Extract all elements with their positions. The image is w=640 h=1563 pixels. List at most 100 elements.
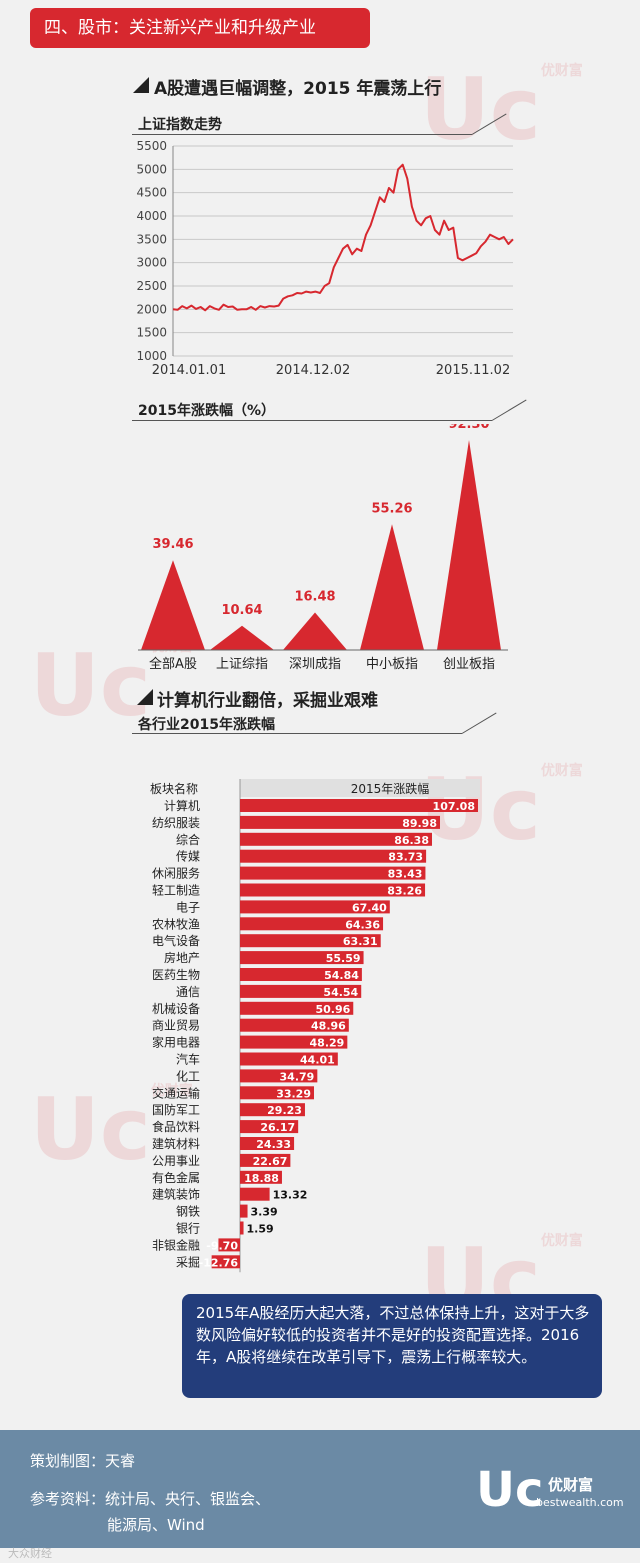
- industry-name: 轻工制造: [152, 884, 200, 898]
- industry-name: 农林牧渔: [152, 917, 200, 931]
- industry-bar: [240, 951, 364, 965]
- industry-name: 综合: [176, 832, 200, 847]
- industry-bar: [240, 1187, 270, 1201]
- industry-bar: [240, 1204, 248, 1218]
- industry-name: 有色金属: [152, 1170, 200, 1185]
- summary-note: 2015年A股经历大起大落，不过总体保持上升，这对于大多数风险偏好较低的投资者并…: [182, 1294, 602, 1398]
- industry-value-label: 67.40: [352, 901, 387, 914]
- industry-value-label: 44.01: [300, 1054, 335, 1067]
- image-credit: 大众财经: [8, 1547, 52, 1560]
- watermark-logo: Uc优财富: [30, 636, 193, 736]
- industry-value-label: 83.73: [388, 851, 423, 864]
- summary-text: 2015年A股经历大起大落，不过总体保持上升，这对于大多数风险偏好较低的投资者并…: [196, 1304, 590, 1366]
- industry-name: 采掘: [176, 1254, 200, 1269]
- industry-name: 纺织服装: [152, 816, 200, 830]
- watermark-logo: Uc优财富: [30, 1080, 193, 1180]
- industry-name: 电气设备: [152, 933, 200, 948]
- y-tick-label: 2500: [136, 279, 167, 293]
- index-value-label: 16.48: [294, 590, 335, 605]
- header-band: [240, 779, 480, 797]
- industry-bar: [240, 934, 381, 948]
- x-tick-label: 2014.12.02: [276, 363, 350, 378]
- industry-name: 通信: [176, 985, 200, 999]
- heading-market: A股遭遇巨幅调整，2015 年震荡上行: [154, 79, 442, 99]
- industry-value-label: 18.88: [244, 1172, 279, 1185]
- industry-name: 钢铁: [176, 1205, 200, 1219]
- industry-name: 汽车: [176, 1052, 200, 1067]
- index-category-label: 深圳成指: [289, 657, 341, 672]
- y-tick-label: 2000: [136, 302, 167, 316]
- industry-value-label: 83.43: [388, 868, 423, 881]
- index-triangle: [360, 524, 424, 650]
- column-header: 板块名称: [150, 781, 198, 796]
- industry-value-label: 54.54: [323, 986, 358, 999]
- industry-value-label: 54.84: [324, 969, 359, 982]
- index-value-label: 92.30: [448, 424, 489, 432]
- industry-bar: [240, 799, 478, 812]
- industry-name: 家用电器: [152, 1035, 200, 1050]
- industry-bar: [240, 866, 426, 880]
- industry-name: 建筑装饰: [152, 1187, 200, 1202]
- industry-value-label: 86.38: [394, 834, 429, 847]
- section-title: 四、股市：关注新兴产业和升级产业: [44, 18, 316, 38]
- heading-marker-icon: [133, 77, 149, 93]
- industry-bar: [240, 883, 426, 897]
- industry-bar: [240, 1052, 338, 1066]
- title-underline-slant: [491, 399, 527, 421]
- industry-bar: [240, 1170, 282, 1184]
- index-triangle: [210, 625, 274, 650]
- industry-bar: [240, 917, 384, 931]
- brand-logo-icon: Uc: [476, 1462, 544, 1518]
- section-banner: 四、股市：关注新兴产业和升级产业: [30, 8, 370, 48]
- line-chart-title: 上证指数走势: [138, 117, 222, 133]
- x-tick-label: 2014.01.01: [152, 363, 226, 378]
- industry-bar: [240, 900, 390, 914]
- index-triangle: [283, 612, 347, 650]
- industry-value-label: 48.29: [310, 1037, 345, 1050]
- industry-value-label: 107.08: [433, 800, 475, 813]
- industry-value-label: 34.79: [280, 1070, 315, 1083]
- heading-marker-icon: [137, 689, 153, 705]
- y-tick-label: 4500: [136, 186, 167, 200]
- industry-bar: [240, 968, 362, 981]
- sources-line: 参考资料：统计局、央行、银监会、: [30, 1490, 271, 1508]
- industry-bar: [240, 849, 427, 863]
- industry-value-label: 26.17: [260, 1121, 295, 1134]
- industry-name: 非银金融: [152, 1237, 200, 1252]
- industry-bar: [240, 1120, 299, 1134]
- column-header: 2015年涨跌幅: [351, 781, 430, 796]
- industry-name: 传媒: [176, 849, 200, 864]
- industry-bar: [240, 1137, 295, 1150]
- industry-value-label: 33.29: [276, 1087, 311, 1100]
- industry-value-label: 55.59: [326, 952, 361, 965]
- footer: 策划制图：天睿 参考资料：统计局、央行、银监会、 能源局、Wind Uc 优财富…: [0, 1430, 640, 1548]
- x-tick-label: 2015.11.02: [436, 363, 510, 378]
- y-tick-label: 3500: [136, 232, 167, 246]
- industry-value-label: 89.98: [402, 817, 437, 830]
- industry-value-label: 22.67: [253, 1155, 288, 1168]
- index-value-label: 39.46: [152, 537, 193, 552]
- index-chart-title: 2015年涨跌幅（%）: [138, 403, 275, 419]
- industry-name: 建筑材料: [152, 1136, 200, 1151]
- industry-value-label: -9.70: [206, 1239, 238, 1252]
- industry-name: 电子: [176, 900, 200, 914]
- industry-name: 机械设备: [152, 1001, 200, 1016]
- industry-value-label: 1.59: [247, 1223, 274, 1236]
- y-tick-label: 3000: [136, 256, 167, 270]
- industry-name: 国防军工: [152, 1102, 200, 1117]
- industry-bar: [240, 1221, 244, 1235]
- industry-bar: [240, 1153, 291, 1167]
- industry-value-label: 13.32: [273, 1189, 308, 1202]
- title-underline: [132, 420, 492, 421]
- industry-bar: [240, 1069, 318, 1083]
- industry-name: 商业贸易: [152, 1018, 200, 1033]
- industry-value-label: 3.39: [251, 1206, 278, 1219]
- index-triangle: [437, 440, 501, 650]
- industry-name: 计算机: [164, 798, 200, 813]
- index-category-label: 全部A股: [149, 656, 197, 672]
- industry-value-label: 63.31: [343, 935, 378, 948]
- heading-industry: 计算机行业翻倍，采掘业艰难: [157, 691, 378, 711]
- industry-bar: [211, 1255, 240, 1269]
- industry-name: 医药生物: [152, 968, 200, 982]
- industry-bar: [240, 1086, 314, 1100]
